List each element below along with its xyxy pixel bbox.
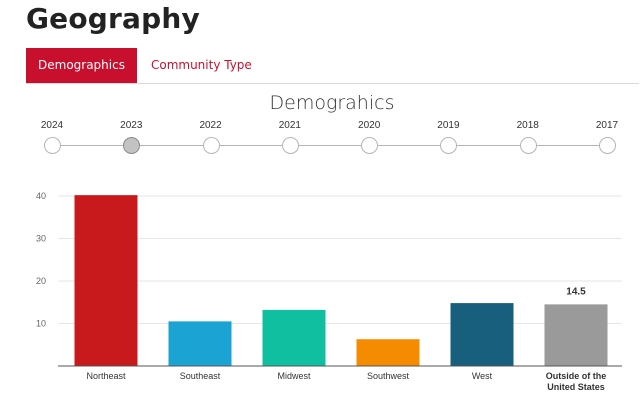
bar-3[interactable] [262,309,326,366]
y-tick-label-10: 10 [36,319,46,329]
bar-4[interactable] [356,339,420,366]
bar-6[interactable] [544,304,608,366]
timeline-year-label-2020: 2020 [358,120,381,131]
x-tick-label-3: Midwest [277,371,311,381]
timeline-year-label-2024: 2024 [40,120,64,131]
x-tick-label-6: Outside of the United States [546,371,607,392]
y-tick-label-20: 20 [36,276,46,286]
timeline-year-label-2022: 2022 [199,120,222,131]
timeline-dot-2022[interactable] [202,137,220,154]
tab-community-type[interactable]: Community Type [150,58,252,72]
timeline-dot-2023[interactable] [123,137,141,154]
tab-bar: Demographics Community Type [26,48,639,84]
chart-title: Demograhics [269,92,395,114]
tab-demographics[interactable]: Demographics [26,48,137,83]
bar-chart: 10 20 30 40 Northeast Southeast Midwest Southwe… [36,191,622,392]
x-tick-label-2: Southeast [180,371,221,381]
timeline-dot-2020[interactable] [361,137,379,154]
bar-1[interactable] [74,195,138,366]
timeline-dot-2018[interactable] [519,137,537,154]
timeline-dot-2017[interactable] [599,137,616,154]
y-tick-label-30: 30 [36,234,46,244]
year-timeline: 2024 2023 2022 2021 2020 2019 2018 2017 [0,118,641,163]
bar-5[interactable] [450,303,514,366]
x-tick-label-5: West [472,371,493,381]
timeline-dot-2021[interactable] [281,137,299,154]
bar-2[interactable] [168,321,232,366]
x-tick-label-1: Northeast [86,371,126,381]
timeline-year-label-2018: 2018 [516,120,539,131]
timeline-year-label-2023: 2023 [120,120,143,131]
y-tick-label-40: 40 [36,191,46,201]
data-label-6: 14.5 [566,286,586,297]
timeline-year-label-2019: 2019 [437,120,460,131]
timeline-year-label-2021: 2021 [278,120,301,131]
timeline-dot-2019[interactable] [440,137,458,154]
x-tick-label-4: Southwest [367,371,410,381]
timeline-year-label-2017: 2017 [595,120,619,131]
timeline-track [52,145,607,146]
timeline-dot-2024[interactable] [44,137,61,154]
page-title: Geography [26,2,200,35]
